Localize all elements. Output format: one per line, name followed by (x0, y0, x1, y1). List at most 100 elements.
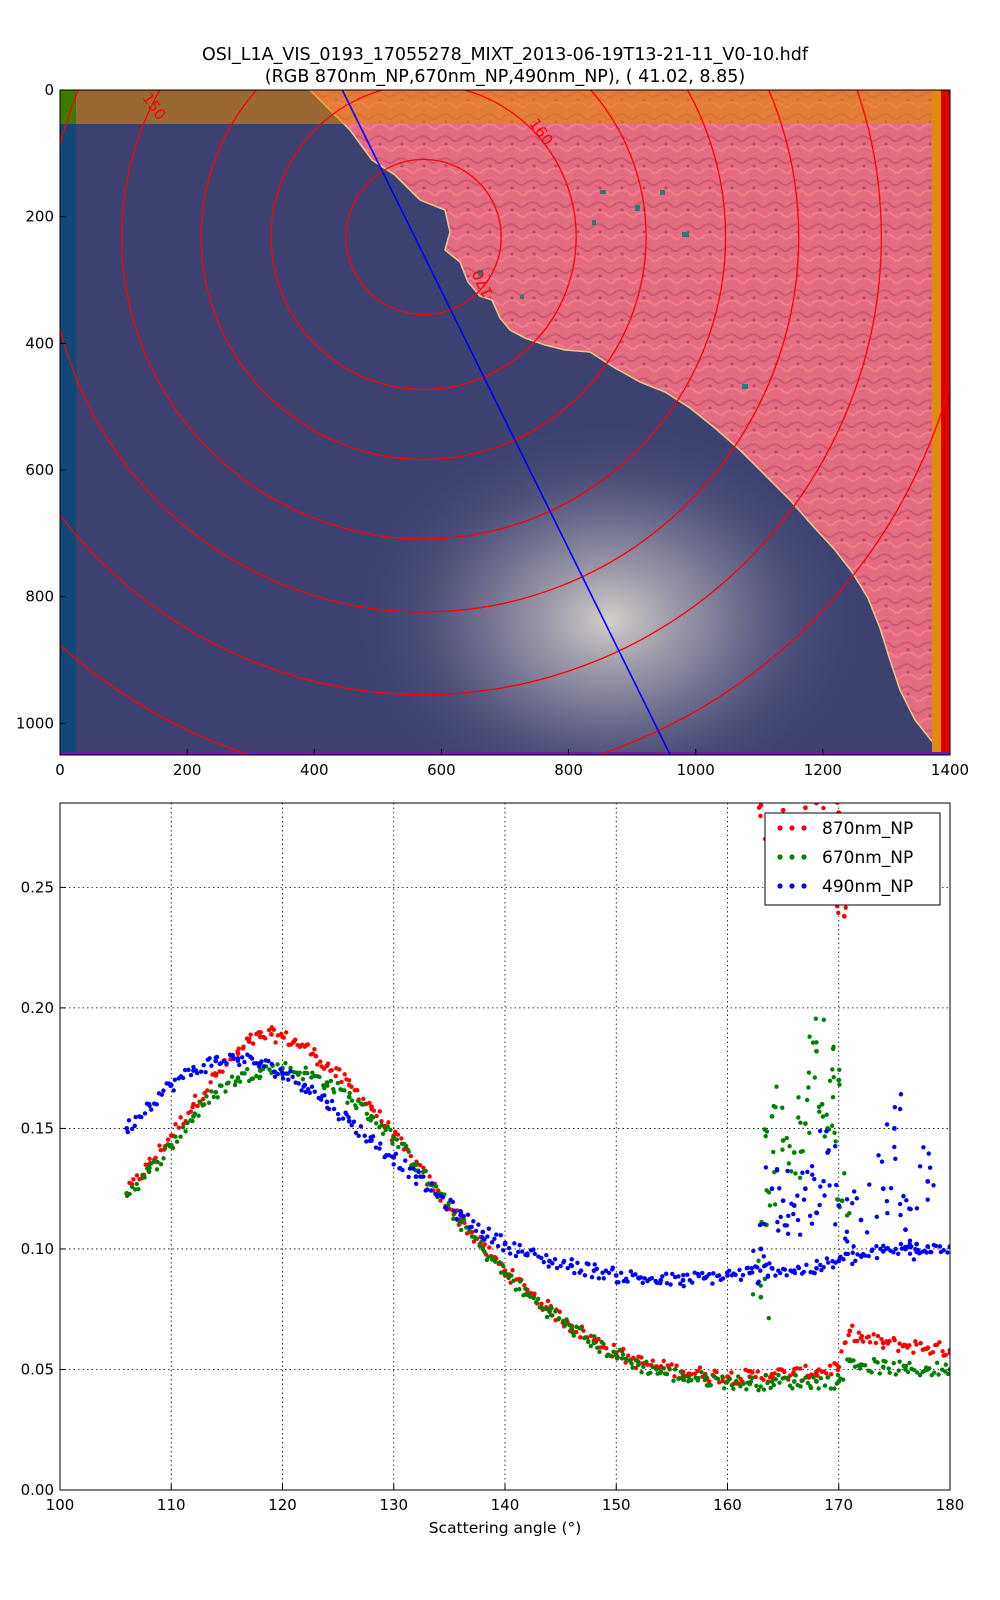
data-point (627, 1358, 632, 1363)
data-point (716, 1273, 722, 1278)
data-point (170, 1145, 176, 1151)
data-point (947, 1367, 950, 1372)
data-point (843, 905, 848, 910)
data-point (877, 1371, 882, 1376)
data-point (714, 1369, 719, 1375)
data-point (696, 1273, 702, 1279)
data-point (892, 1144, 897, 1150)
data-point (801, 1197, 807, 1202)
data-point (836, 910, 841, 915)
data-point (325, 1061, 331, 1066)
data-point (231, 1056, 236, 1062)
data-point (658, 1370, 663, 1376)
data-point (269, 1061, 275, 1067)
data-point (378, 1141, 383, 1146)
data-point (676, 1376, 681, 1381)
data-point (911, 1367, 917, 1373)
data-point (583, 1335, 588, 1340)
data-point (569, 1257, 574, 1262)
data-point (373, 1145, 379, 1150)
data-point (272, 1074, 278, 1079)
data-point (312, 1089, 317, 1094)
data-point (268, 1032, 274, 1037)
data-point (328, 1078, 334, 1084)
data-point (817, 1202, 822, 1208)
sun-glint (350, 420, 870, 755)
data-point (611, 1342, 617, 1348)
data-point (845, 1251, 851, 1257)
data-point (874, 1243, 879, 1249)
data-point (785, 1231, 791, 1237)
data-point (571, 1333, 576, 1338)
image-title-line-2: (RGB 870nm_NP,670nm_NP,490nm_NP), ( 41.0… (265, 67, 745, 87)
data-point (172, 1077, 178, 1083)
data-point (275, 1071, 280, 1077)
data-point (769, 1186, 775, 1192)
data-point (275, 1033, 281, 1038)
data-point (399, 1136, 404, 1141)
data-point (588, 1333, 594, 1339)
data-point (757, 1222, 763, 1228)
data-point (816, 1104, 822, 1110)
data-point (458, 1210, 464, 1215)
data-point (897, 1201, 903, 1207)
data-point (887, 1370, 892, 1375)
data-point (336, 1117, 342, 1122)
data-point (839, 1198, 845, 1204)
image-x-tick-label: 800 (554, 761, 583, 779)
data-point (620, 1352, 626, 1357)
data-point (621, 1346, 626, 1352)
data-point (917, 1164, 923, 1169)
data-point (761, 1377, 766, 1382)
data-point (178, 1115, 183, 1120)
data-point (925, 1197, 930, 1202)
data-point (664, 1371, 670, 1377)
data-point (729, 1382, 735, 1388)
data-point (492, 1236, 497, 1242)
data-point (841, 1257, 846, 1262)
data-point (513, 1287, 519, 1292)
data-point (515, 1249, 521, 1255)
data-point (258, 1030, 263, 1035)
data-point (506, 1245, 512, 1251)
data-point (642, 1276, 647, 1281)
data-point (925, 1179, 931, 1184)
data-point (598, 1345, 603, 1350)
data-point (318, 1059, 323, 1064)
data-point (351, 1119, 357, 1124)
data-point (283, 1030, 289, 1035)
data-point (280, 1076, 286, 1081)
data-point (661, 1366, 666, 1371)
lakes (478, 190, 748, 389)
data-point (708, 1382, 713, 1388)
data-point (124, 1126, 130, 1131)
data-point (393, 1129, 398, 1135)
data-point (601, 1341, 606, 1347)
data-point (808, 780, 812, 784)
data-point (535, 1296, 541, 1302)
scatter-x-tick-label: 180 (936, 1496, 965, 1514)
data-point (209, 1089, 214, 1094)
data-point (740, 1272, 746, 1278)
data-point (837, 1067, 842, 1073)
data-point (674, 1363, 679, 1368)
data-point (572, 1270, 577, 1276)
data-point (945, 1371, 950, 1377)
satellite-image-panel: 170150140130160 (60, 90, 950, 755)
data-point (635, 1358, 641, 1364)
data-point (844, 1229, 850, 1235)
image-y-tick-label: 200 (25, 208, 54, 226)
data-point (715, 1376, 721, 1382)
data-point (880, 1345, 886, 1350)
data-point (250, 1076, 256, 1081)
data-point (847, 1328, 853, 1334)
data-point (756, 784, 760, 788)
data-point (798, 1384, 803, 1389)
data-point (754, 1383, 759, 1389)
data-point (490, 1256, 496, 1261)
data-point (129, 1184, 135, 1190)
image-title-line-1: OSI_L1A_VIS_0193_17055278_MIXT_2013-06-1… (202, 45, 809, 65)
data-point (309, 1084, 315, 1089)
data-point (208, 1080, 213, 1085)
data-point (727, 1376, 733, 1382)
